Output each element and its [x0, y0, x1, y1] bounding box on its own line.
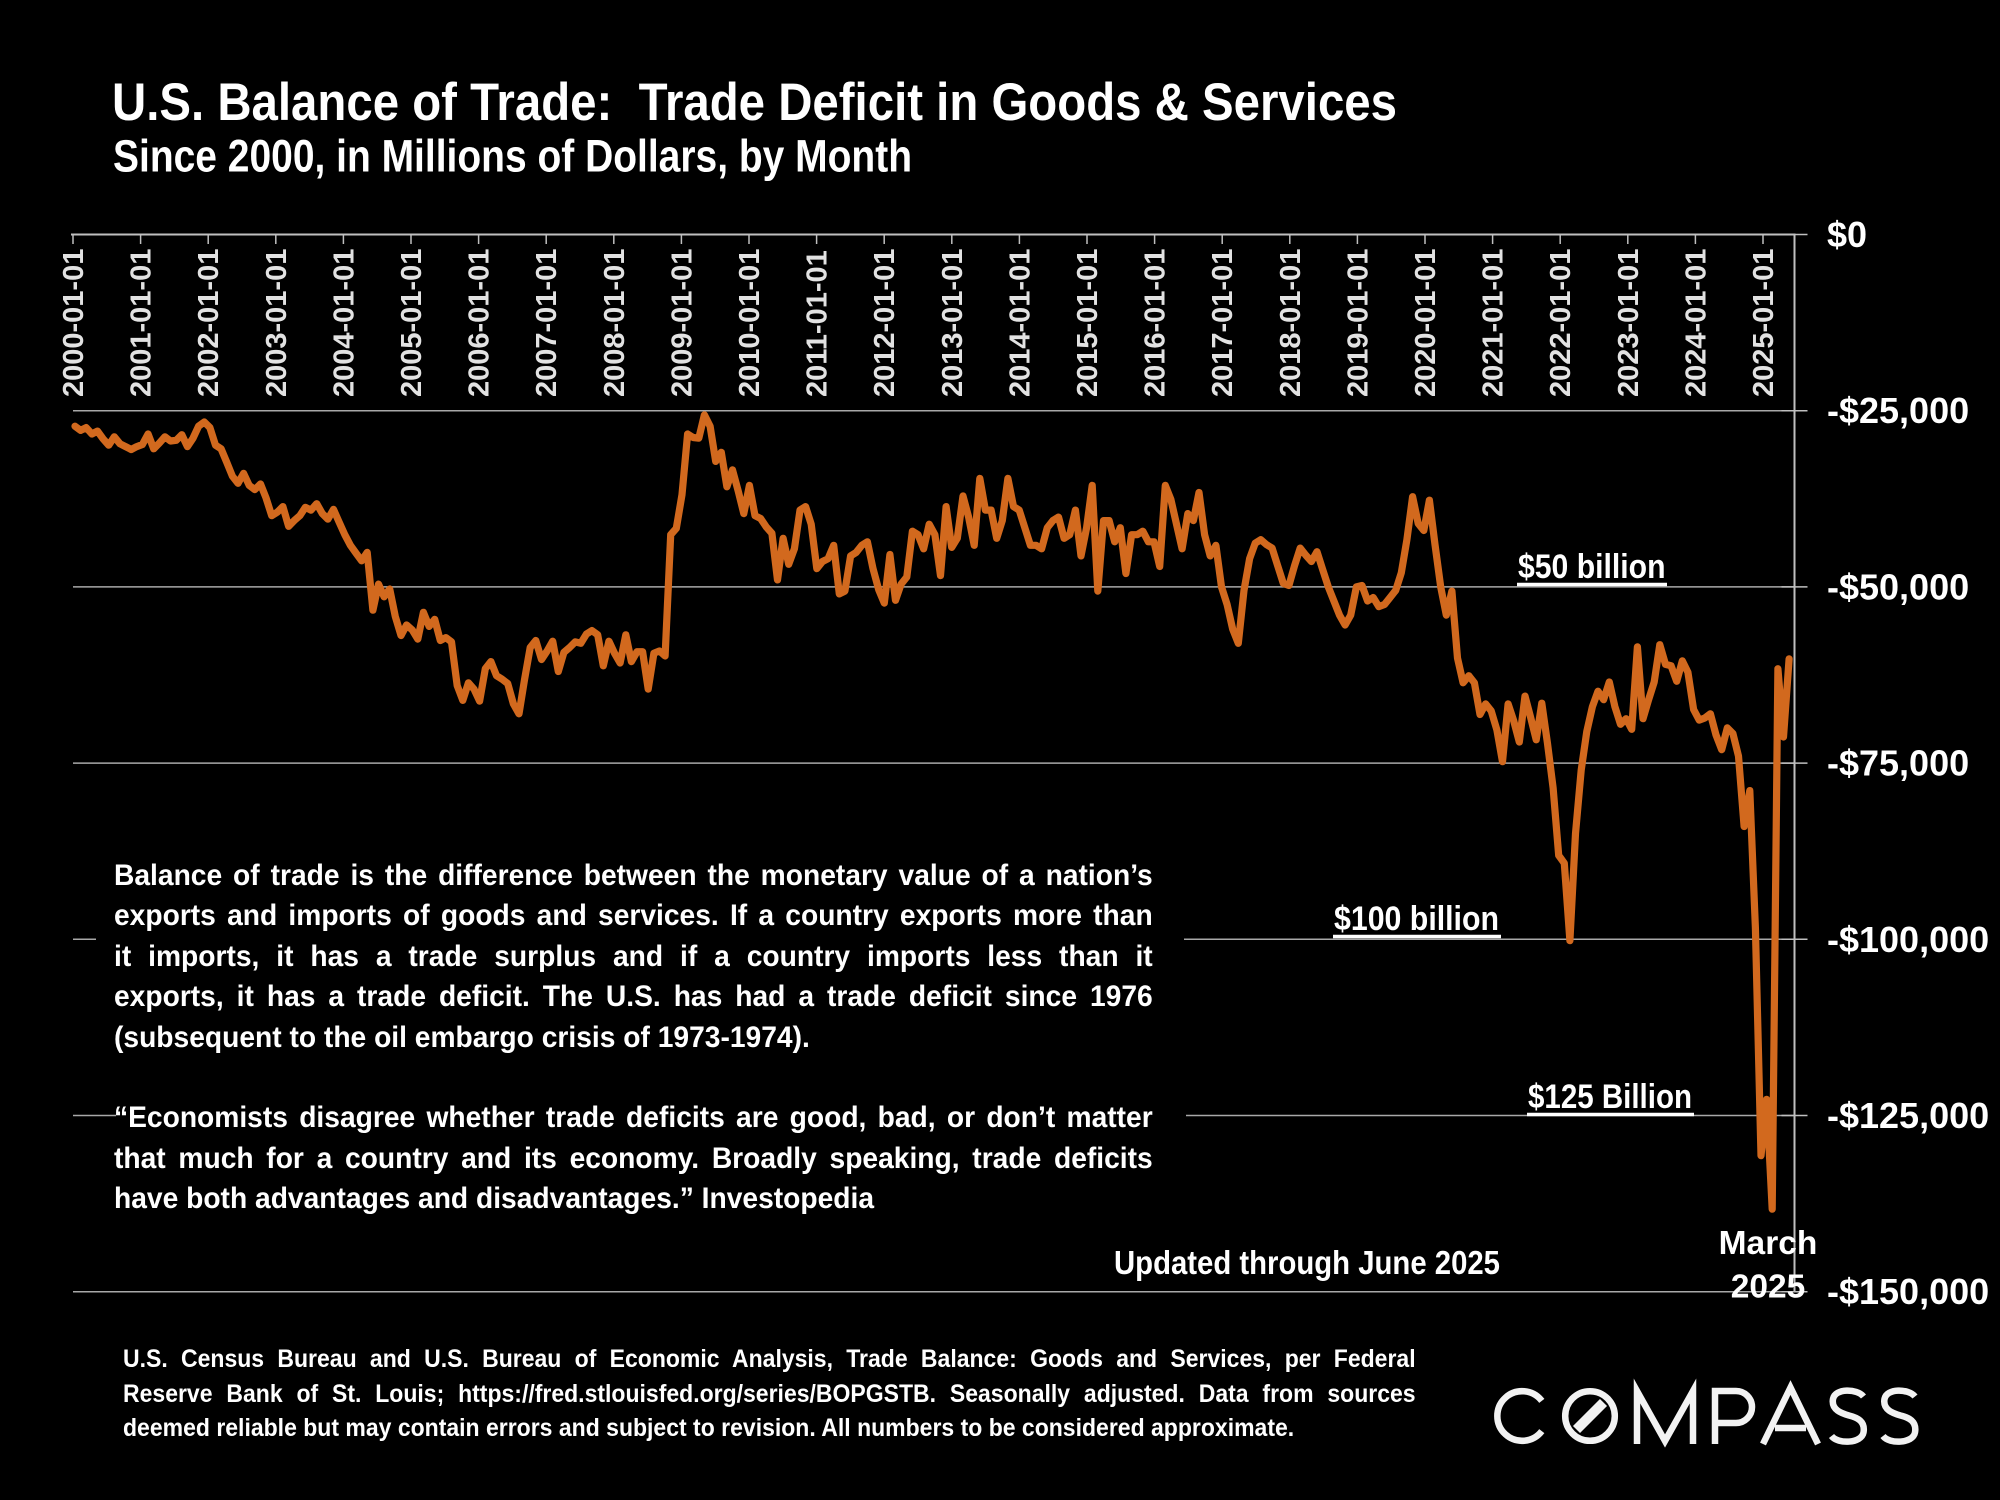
svg-text:2017-01-01: 2017-01-01	[1207, 249, 1239, 397]
svg-text:$0: $0	[1827, 214, 1867, 255]
svg-text:$125 Billion: $125 Billion	[1528, 1078, 1692, 1116]
svg-text:2005-01-01: 2005-01-01	[396, 249, 428, 397]
svg-text:2022-01-01: 2022-01-01	[1545, 249, 1577, 397]
svg-text:2010-01-01: 2010-01-01	[734, 249, 766, 397]
svg-text:-$150,000: -$150,000	[1827, 1271, 1989, 1312]
svg-text:2019-01-01: 2019-01-01	[1342, 249, 1374, 397]
svg-text:2025-01-01: 2025-01-01	[1748, 249, 1780, 397]
svg-text:-$125,000: -$125,000	[1827, 1095, 1989, 1136]
svg-text:2013-01-01: 2013-01-01	[937, 249, 969, 397]
svg-text:2018-01-01: 2018-01-01	[1275, 249, 1307, 397]
svg-text:-$75,000: -$75,000	[1827, 743, 1969, 784]
svg-text:2011-01-01: 2011-01-01	[802, 250, 834, 397]
svg-text:2004-01-01: 2004-01-01	[328, 249, 360, 397]
svg-text:2016-01-01: 2016-01-01	[1140, 249, 1172, 397]
svg-text:2009-01-01: 2009-01-01	[666, 249, 698, 397]
svg-text:2012-01-01: 2012-01-01	[869, 249, 901, 397]
svg-text:Since 2000, in Millions of Dol: Since 2000, in Millions of Dollars, by M…	[113, 131, 912, 182]
svg-text:2008-01-01: 2008-01-01	[599, 249, 631, 397]
svg-text:-$100,000: -$100,000	[1827, 919, 1989, 960]
svg-text:-$25,000: -$25,000	[1827, 390, 1969, 431]
svg-text:2025: 2025	[1731, 1269, 1806, 1306]
svg-text:U.S. Balance of Trade: Trade: U.S. Balance of Trade: Trade Deficit in …	[112, 73, 1397, 132]
svg-text:$50 billion: $50 billion	[1518, 548, 1666, 586]
svg-text:2021-01-01: 2021-01-01	[1478, 249, 1510, 397]
svg-text:2024-01-01: 2024-01-01	[1680, 249, 1712, 397]
svg-text:-$50,000: -$50,000	[1827, 566, 1969, 607]
svg-text:March: March	[1719, 1225, 1818, 1262]
svg-text:2001-01-01: 2001-01-01	[126, 249, 158, 397]
svg-text:2002-01-01: 2002-01-01	[193, 249, 225, 397]
svg-text:2003-01-01: 2003-01-01	[261, 249, 293, 397]
svg-text:Updated through June 2025: Updated through June 2025	[1114, 1245, 1500, 1282]
svg-text:2000-01-01: 2000-01-01	[58, 249, 90, 397]
svg-text:2014-01-01: 2014-01-01	[1004, 249, 1036, 397]
svg-text:2015-01-01: 2015-01-01	[1072, 249, 1104, 397]
svg-text:2007-01-01: 2007-01-01	[531, 249, 563, 397]
svg-text:$100 billion: $100 billion	[1334, 900, 1499, 938]
svg-text:2006-01-01: 2006-01-01	[464, 249, 496, 397]
svg-text:2023-01-01: 2023-01-01	[1613, 249, 1645, 397]
svg-text:2020-01-01: 2020-01-01	[1410, 249, 1442, 397]
